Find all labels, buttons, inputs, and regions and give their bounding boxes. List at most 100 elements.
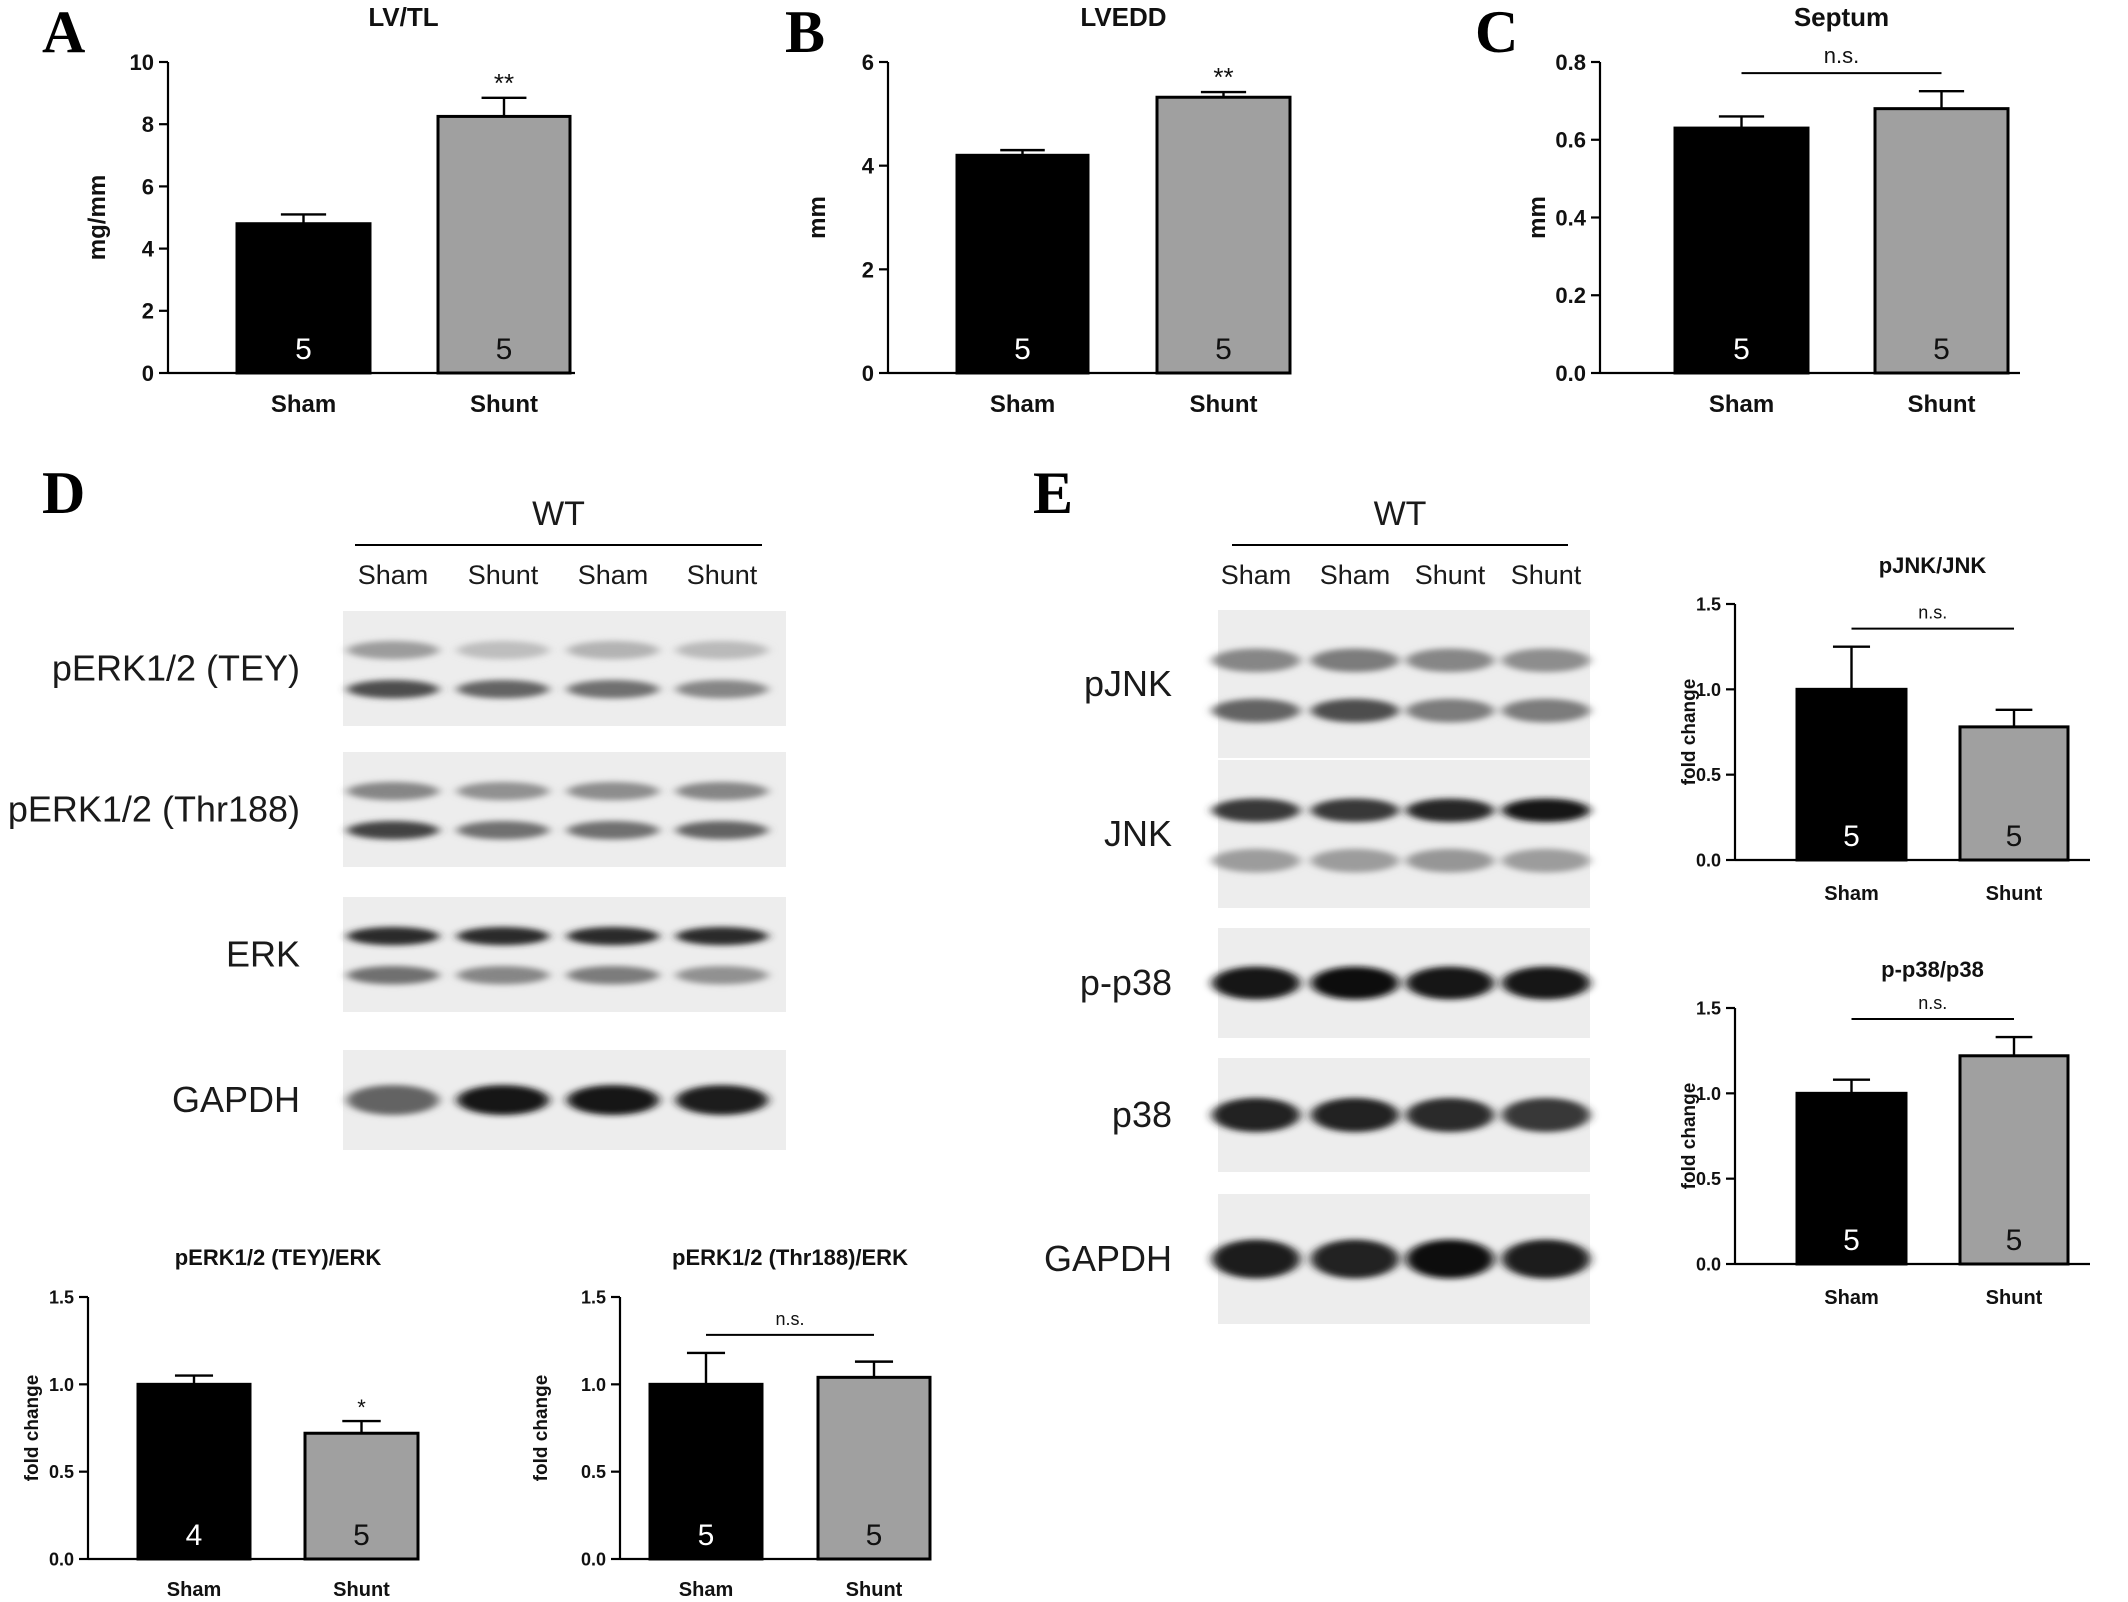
bar-sham <box>1673 126 1810 375</box>
panel-letter-a: A <box>42 0 85 65</box>
blot-panel-e: WT Sham Sham Shunt Shunt pJNK JNK p-p38 p38 GAPDH <box>1044 495 1590 1324</box>
blot-lane-label: Sham <box>578 560 649 590</box>
blot-band <box>676 926 768 946</box>
blot-band <box>1311 798 1399 823</box>
blot-band <box>347 966 439 985</box>
blot-band <box>1311 1097 1399 1133</box>
blot-band <box>1502 1239 1590 1279</box>
x-category-label: Sham <box>679 1579 733 1601</box>
blot-band <box>1406 1097 1494 1133</box>
blot-band <box>567 966 659 985</box>
y-tick-label: 10 <box>130 50 154 75</box>
bar-n-label: 5 <box>353 1519 370 1552</box>
x-category-label: Shunt <box>470 391 538 418</box>
significance-marker: ** <box>1213 62 1233 92</box>
y-tick-label: 6 <box>862 50 874 75</box>
y-tick-label: 0.4 <box>1555 205 1586 230</box>
blot-row-label: pERK1/2 (Thr188) <box>8 789 300 830</box>
blot-band <box>1406 698 1494 723</box>
x-category-label: Sham <box>1824 883 1878 905</box>
blot-row-label: GAPDH <box>1044 1238 1172 1279</box>
blot-band <box>1212 1239 1300 1279</box>
y-tick-label: 6 <box>142 174 154 199</box>
blot-band <box>1212 698 1300 723</box>
blot-group-label: WT <box>532 495 585 533</box>
chart-title: Septum <box>1794 2 1889 32</box>
blot-band <box>457 966 549 985</box>
y-tick-label: 0.0 <box>581 1549 606 1569</box>
significance-marker: ** <box>494 68 514 98</box>
blot-row-label: p38 <box>1112 1094 1172 1135</box>
blot-membrane <box>343 752 786 867</box>
bar-n-label: 5 <box>2006 820 2023 853</box>
blot-band <box>1212 848 1300 873</box>
bar-n-label: 5 <box>1843 1224 1860 1257</box>
blot-band <box>567 1085 659 1115</box>
ns-label: n.s. <box>1918 993 1947 1013</box>
y-tick-label: 0.5 <box>49 1462 74 1482</box>
blots-layer: WT Sham Shunt Sham Shunt pERK1/2 (TEY) pERK1/2… <box>8 495 1590 1324</box>
bar-n-label: 5 <box>1843 820 1860 853</box>
blot-lane-label: Sham <box>1221 560 1292 590</box>
blot-band <box>567 926 659 946</box>
chart-title: LVEDD <box>1080 2 1166 32</box>
blot-band <box>347 926 439 946</box>
y-tick-label: 0.2 <box>1555 283 1586 308</box>
bar-shunt <box>1155 95 1292 375</box>
blot-band <box>457 680 549 699</box>
chart-b: LVEDD 0 2 4 6 mm 5 Sham 5 ** Shunt <box>804 2 1292 418</box>
panel-letter-e: E <box>1033 460 1073 526</box>
y-tick-label: 0.0 <box>1555 361 1586 386</box>
x-category-label: Sham <box>1709 391 1774 418</box>
bar-n-label: 5 <box>698 1519 715 1552</box>
blot-row: pJNK <box>1084 610 1590 758</box>
chart-e2: p-p38/p38 0.0 0.5 1.0 1.5 fold change 5 Sham 5 Sh… <box>1679 957 2090 1309</box>
y-axis-label: mg/mm <box>84 175 111 260</box>
blot-band <box>676 781 768 801</box>
blot-band <box>1502 1097 1590 1133</box>
chart-d2: pERK1/2 (Thr188)/ERK 0.0 0.5 1.0 1.5 fold cha… <box>531 1245 932 1601</box>
chart-d1: pERK1/2 (TEY)/ERK 0.0 0.5 1.0 1.5 fold change… <box>22 1245 420 1601</box>
chart-c: Septum 0.0 0.2 0.4 0.6 0.8 mm 5 Sham 5 Shunt n.s. <box>1524 2 2020 418</box>
ns-label: n.s. <box>1824 43 1859 68</box>
bar-n-label: 5 <box>295 333 312 366</box>
y-tick-label: 1.0 <box>49 1375 74 1395</box>
ns-label: n.s. <box>1918 603 1947 623</box>
blot-band <box>1406 648 1494 673</box>
bar-n-label: 5 <box>1933 333 1950 366</box>
bar-sham <box>1795 1091 1908 1266</box>
blot-membrane <box>343 897 786 1012</box>
y-tick-label: 0.5 <box>1696 1169 1721 1189</box>
y-axis-label: fold change <box>1679 679 1700 786</box>
x-category-label: Sham <box>271 391 336 418</box>
bar-n-label: 5 <box>2006 1224 2023 1257</box>
bar-n-label: 5 <box>866 1519 883 1552</box>
blot-band <box>676 680 768 699</box>
y-tick-label: 2 <box>142 299 154 324</box>
y-tick-label: 4 <box>862 154 875 179</box>
bar-n-label: 5 <box>1733 333 1750 366</box>
y-axis-label: fold change <box>531 1375 552 1482</box>
chart-title: pERK1/2 (Thr188)/ERK <box>672 1245 908 1270</box>
blot-band <box>676 821 768 840</box>
blot-row: JNK <box>1104 760 1590 908</box>
blot-group-label: WT <box>1374 495 1427 533</box>
chart-title: pJNK/JNK <box>1879 553 1987 578</box>
bar-sham <box>648 1382 764 1561</box>
blot-band <box>457 1085 549 1115</box>
bar-sham <box>136 1382 252 1561</box>
y-tick-label: 1.5 <box>581 1287 606 1307</box>
bar-sham <box>955 153 1090 375</box>
blot-band <box>347 821 439 840</box>
bar-shunt <box>816 1375 932 1561</box>
bar-shunt <box>1958 1054 2070 1266</box>
ns-label: n.s. <box>775 1309 804 1329</box>
y-tick-label: 1.5 <box>1696 998 1721 1018</box>
chart-title: p-p38/p38 <box>1881 957 1984 982</box>
x-category-label: Shunt <box>846 1579 903 1601</box>
blot-band <box>1406 848 1494 873</box>
chart-title: LV/TL <box>368 2 438 32</box>
blot-row: pERK1/2 (TEY) <box>52 611 786 726</box>
blot-row: p-p38 <box>1080 928 1590 1038</box>
